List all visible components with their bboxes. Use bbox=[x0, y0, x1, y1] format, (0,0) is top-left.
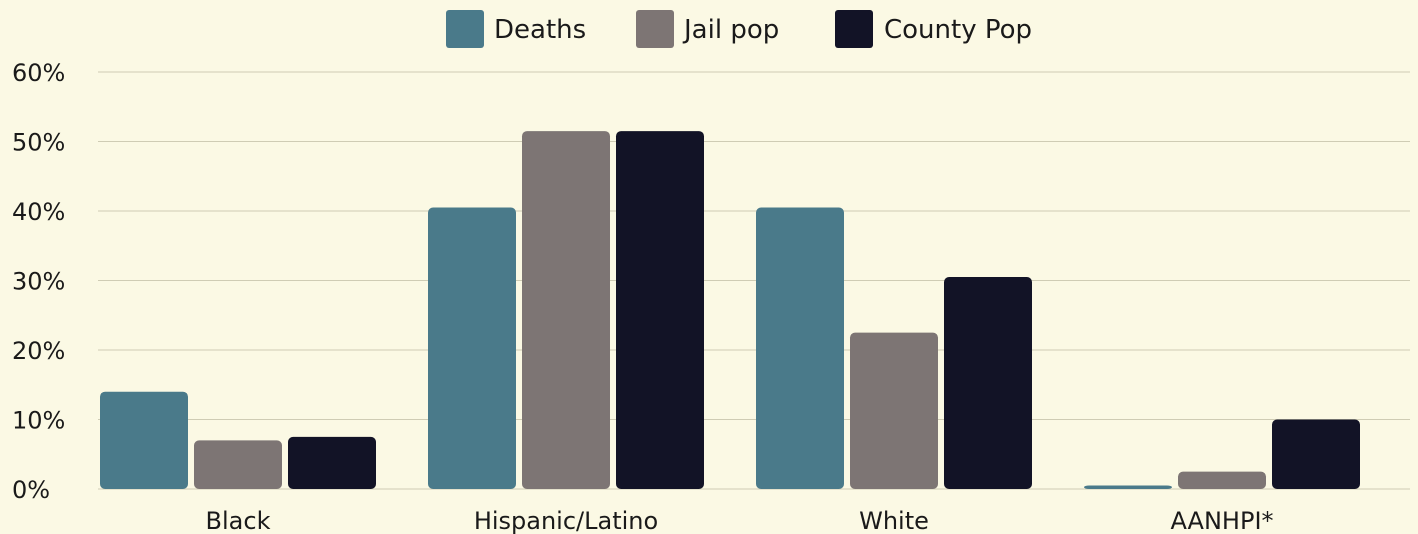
y-tick-label: 10% bbox=[12, 407, 65, 435]
legend-swatch-deaths bbox=[446, 10, 484, 48]
legend-label: County Pop bbox=[884, 15, 1032, 45]
bar-deaths-white bbox=[756, 207, 844, 489]
bar-county-pop-black bbox=[288, 436, 376, 489]
gridlines bbox=[98, 71, 1410, 490]
bar-deaths-aanhpi- bbox=[1084, 485, 1172, 489]
bar-county-pop-aanhpi- bbox=[1272, 419, 1360, 489]
x-axis: Black Hispanic/Latino White AANHPI* bbox=[206, 507, 1274, 534]
bar-county-pop-white bbox=[944, 277, 1032, 489]
x-category-label: Hispanic/Latino bbox=[474, 507, 658, 534]
bar-jail-pop-aanhpi- bbox=[1178, 471, 1266, 489]
x-category-label: White bbox=[859, 507, 929, 534]
legend-label: Deaths bbox=[494, 15, 586, 45]
bar-jail-pop-black bbox=[194, 440, 282, 489]
y-axis: 0% 10% 20% 30% 40% 50% 60% bbox=[12, 59, 65, 504]
legend-label: Jail pop bbox=[682, 15, 779, 45]
bar-deaths-black bbox=[100, 391, 188, 489]
legend-swatch-county-pop bbox=[835, 10, 873, 48]
bar-jail-pop-hispanic-latino bbox=[522, 131, 610, 489]
y-tick-label: 60% bbox=[12, 59, 65, 87]
bar-deaths-hispanic-latino bbox=[428, 207, 516, 489]
y-tick-label: 40% bbox=[12, 198, 65, 226]
bar-jail-pop-white bbox=[850, 332, 938, 489]
bar-county-pop-hispanic-latino bbox=[616, 131, 704, 489]
bars bbox=[100, 131, 1360, 489]
y-tick-label: 0% bbox=[12, 476, 50, 504]
y-tick-label: 30% bbox=[12, 268, 65, 296]
x-category-label: AANHPI* bbox=[1170, 507, 1273, 534]
legend: Deaths Jail pop County Pop bbox=[446, 10, 1032, 48]
legend-swatch-jail-pop bbox=[636, 10, 674, 48]
y-tick-label: 50% bbox=[12, 129, 65, 157]
x-category-label: Black bbox=[206, 507, 271, 534]
y-tick-label: 20% bbox=[12, 337, 65, 365]
